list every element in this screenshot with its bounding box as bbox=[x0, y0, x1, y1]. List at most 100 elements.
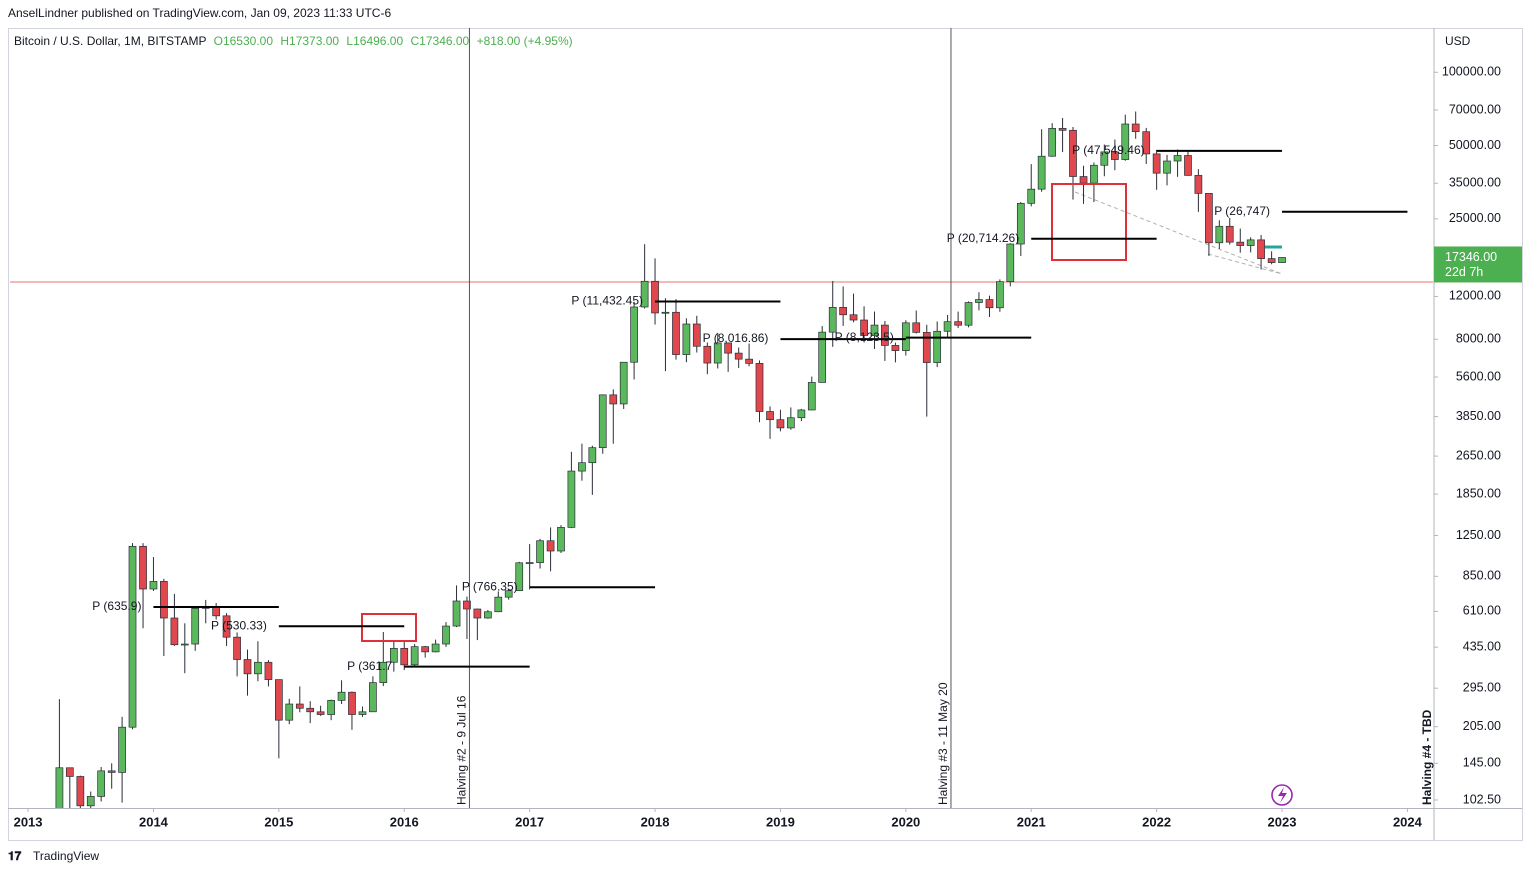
high-label: H17373.00 bbox=[280, 34, 339, 48]
candle-body bbox=[682, 323, 691, 355]
footer-logo: 𝟏𝟕 bbox=[8, 849, 22, 863]
pivot-label: P (635.9) bbox=[92, 599, 141, 613]
header: AnselLindner published on TradingView.co… bbox=[8, 6, 391, 20]
y-tick-label: 50000.00 bbox=[1449, 138, 1501, 152]
candle-body bbox=[828, 307, 837, 333]
candle-body bbox=[254, 661, 262, 675]
pivot-label: P (766.35) bbox=[462, 579, 518, 593]
highlight-box bbox=[1051, 183, 1127, 261]
candle-body bbox=[1194, 175, 1203, 194]
candle-body bbox=[567, 470, 576, 528]
y-tick-label: 610.00 bbox=[1463, 604, 1501, 618]
candle-body bbox=[379, 661, 388, 683]
y-tick-label: 5600.00 bbox=[1456, 369, 1501, 383]
candle-body bbox=[1142, 131, 1151, 155]
symbol: Bitcoin / U.S. Dollar, 1M, BITSTAMP bbox=[14, 34, 206, 48]
candle-body bbox=[807, 382, 816, 411]
pivot-label: P (8,016.86) bbox=[703, 331, 769, 345]
candle-body bbox=[619, 361, 628, 405]
x-tick-label: 2021 bbox=[1017, 814, 1046, 829]
event-label: Halving #2 - 9 Jul 16 bbox=[455, 695, 469, 805]
candle-body bbox=[692, 323, 701, 347]
candle-body bbox=[734, 352, 743, 360]
legend: Bitcoin / U.S. Dollar, 1M, BITSTAMP O165… bbox=[14, 34, 573, 48]
frame bbox=[8, 28, 1523, 841]
event-icon bbox=[1278, 787, 1287, 803]
candle-body bbox=[473, 608, 482, 619]
candle-body bbox=[504, 590, 513, 598]
trend-line bbox=[1074, 191, 1283, 275]
candle-body bbox=[964, 302, 973, 326]
candle-body bbox=[337, 691, 346, 701]
candle-body bbox=[766, 411, 774, 421]
candle-body bbox=[442, 625, 450, 645]
candle-body bbox=[786, 417, 795, 429]
candle-body bbox=[1069, 129, 1077, 177]
open-label: O16530.00 bbox=[214, 34, 274, 48]
candle-body bbox=[191, 607, 200, 645]
y-tick-label: 12000.00 bbox=[1449, 289, 1501, 303]
candle-body bbox=[557, 527, 565, 552]
note: Halving #4 - TBD bbox=[1420, 709, 1434, 805]
candle-body bbox=[431, 643, 440, 653]
candles bbox=[55, 111, 1286, 808]
candle-body bbox=[1079, 176, 1088, 184]
candle-body bbox=[724, 342, 732, 354]
x-tick-label: 2014 bbox=[139, 814, 169, 829]
candle-body bbox=[1278, 257, 1286, 263]
candle-body bbox=[661, 311, 670, 314]
candle-body bbox=[922, 332, 931, 363]
last-price-box bbox=[1434, 246, 1522, 283]
candle-body bbox=[849, 314, 858, 321]
candle-body bbox=[233, 636, 241, 660]
candle-body bbox=[578, 462, 586, 472]
candle-body bbox=[452, 600, 461, 627]
x-tick-label: 2023 bbox=[1268, 814, 1297, 829]
candle-body bbox=[755, 363, 764, 412]
candle-body bbox=[713, 342, 722, 364]
candle-body bbox=[1100, 151, 1109, 166]
candle-body bbox=[933, 330, 942, 363]
candle-body bbox=[1257, 239, 1265, 259]
candle-body bbox=[1236, 241, 1245, 246]
candle-body bbox=[546, 540, 555, 552]
x-tick-label: 2020 bbox=[891, 814, 920, 829]
y-tick-label: 8000.00 bbox=[1456, 332, 1501, 346]
candle-body bbox=[160, 581, 168, 619]
change-label: +818.00 (+4.95%) bbox=[477, 34, 573, 48]
y-tick-label: 435.00 bbox=[1463, 639, 1501, 653]
candle-body bbox=[745, 358, 753, 364]
candle-body bbox=[118, 726, 126, 773]
candle-body bbox=[598, 394, 607, 449]
candle-body bbox=[818, 331, 827, 383]
candle-body bbox=[327, 699, 335, 715]
candle-body bbox=[285, 703, 294, 721]
last-price-label: 17346.00 bbox=[1445, 250, 1497, 264]
candle-body bbox=[640, 280, 649, 308]
candle-body bbox=[1027, 188, 1036, 204]
candle-body bbox=[65, 767, 74, 777]
candle-body bbox=[410, 646, 419, 666]
x-tick-label: 2015 bbox=[264, 814, 293, 829]
currency: USD bbox=[1445, 34, 1471, 48]
candle-body bbox=[672, 311, 680, 355]
candle-body bbox=[1215, 225, 1224, 244]
x-tick-label: 2016 bbox=[390, 814, 419, 829]
candle-body bbox=[180, 643, 189, 646]
event-label: Halving #3 - 11 May 20 bbox=[936, 682, 950, 805]
event-icon bbox=[1271, 784, 1293, 806]
candle-body bbox=[588, 447, 597, 464]
x-tick-label: 2019 bbox=[766, 814, 795, 829]
pivot-label: P (530.33) bbox=[211, 618, 267, 632]
candle-body bbox=[881, 324, 889, 346]
candle-body bbox=[222, 615, 231, 638]
footer: TradingView bbox=[33, 849, 99, 863]
candle-body bbox=[985, 299, 994, 309]
candle-body bbox=[97, 770, 106, 797]
candle-body bbox=[609, 394, 618, 405]
candle-body bbox=[1016, 202, 1025, 245]
candle-body bbox=[1267, 258, 1276, 263]
candle-body bbox=[1184, 155, 1192, 176]
x-tick-label: 2024 bbox=[1393, 814, 1423, 829]
